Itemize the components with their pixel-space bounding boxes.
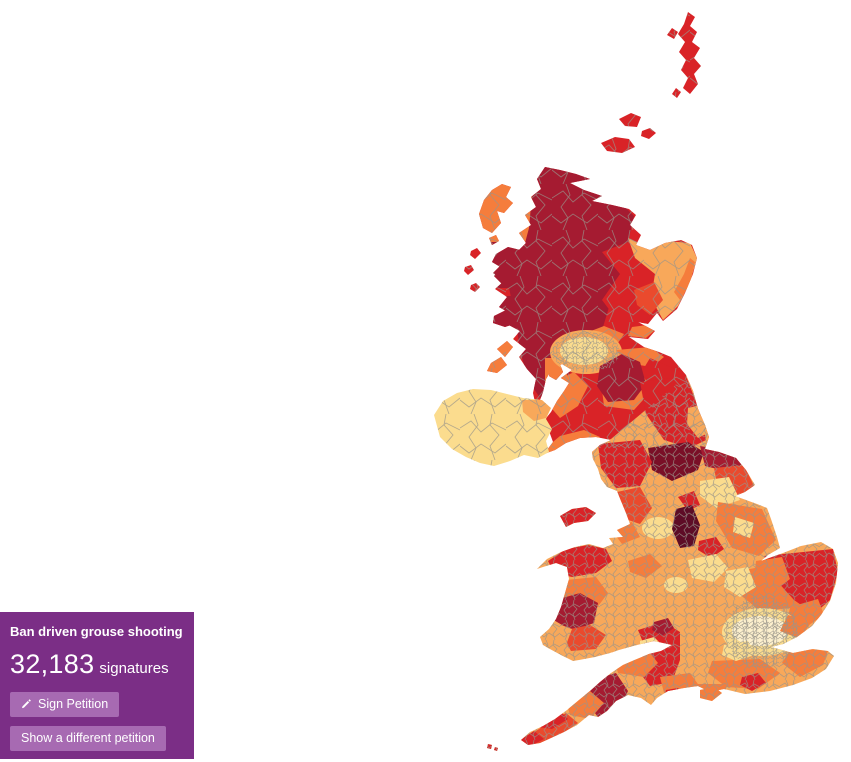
region-scilly[interactable] [482,738,504,756]
sign-petition-button[interactable]: Sign Petition [10,692,120,718]
mesh-glasgow [552,332,620,372]
show-different-petition-label: Show a different petition [21,731,155,746]
signature-row: 32,183 signatures [0,640,194,680]
signature-label: signatures [99,660,169,678]
mesh-scotland [464,12,838,448]
mesh-london [726,596,798,668]
signature-count: 32,183 [10,649,95,680]
petition-panel: Ban driven grouse shooting 32,183 signatu… [0,612,194,759]
pencil-icon [22,699,31,709]
sign-petition-label: Sign Petition [38,697,109,712]
show-different-petition-button[interactable]: Show a different petition [10,726,166,752]
petition-title: Ban driven grouse shooting [10,624,183,639]
